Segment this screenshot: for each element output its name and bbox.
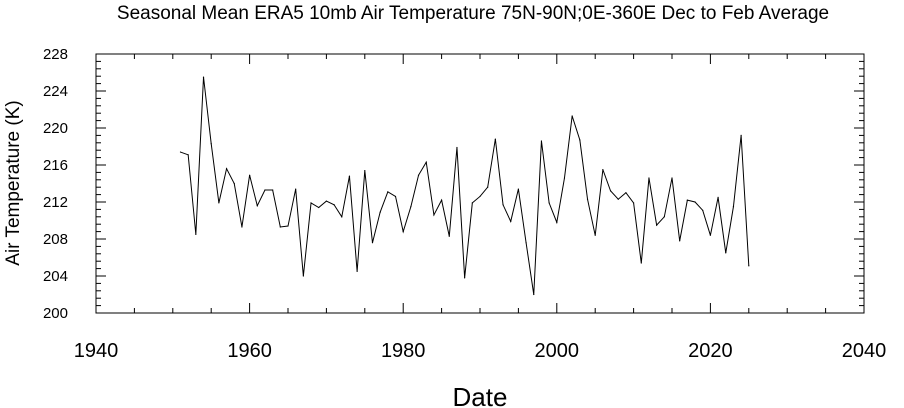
data-point bbox=[563, 177, 566, 179]
data-point bbox=[679, 240, 681, 242]
data-point bbox=[456, 146, 458, 149]
data-point bbox=[410, 206, 412, 208]
data-point bbox=[594, 234, 596, 236]
data-point bbox=[694, 201, 696, 203]
x-tick-label: 1980 bbox=[381, 340, 426, 362]
data-point bbox=[195, 233, 197, 235]
data-point bbox=[579, 139, 581, 141]
data-point bbox=[533, 293, 535, 296]
data-point bbox=[740, 134, 742, 136]
data-point bbox=[717, 196, 719, 198]
data-point bbox=[356, 270, 358, 272]
data-point bbox=[310, 202, 312, 204]
data-point bbox=[517, 188, 520, 190]
data-point bbox=[210, 143, 212, 145]
y-axis-label: Air Temperature (K) bbox=[3, 100, 24, 265]
data-point bbox=[202, 76, 205, 78]
data-point bbox=[502, 204, 504, 206]
data-points bbox=[179, 76, 750, 296]
data-point bbox=[656, 224, 658, 226]
data-point bbox=[348, 175, 351, 177]
x-tick-label: 2020 bbox=[688, 340, 733, 362]
chart-title: Seasonal Mean ERA5 10mb Air Temperature … bbox=[117, 3, 829, 24]
x-tick-label: 2000 bbox=[535, 340, 580, 362]
data-point bbox=[586, 198, 589, 200]
data-point bbox=[625, 192, 627, 194]
data-point bbox=[241, 226, 243, 228]
data-point bbox=[487, 186, 489, 188]
data-point bbox=[602, 169, 604, 171]
data-point bbox=[287, 225, 289, 227]
data-point bbox=[732, 206, 735, 208]
data-point bbox=[548, 202, 550, 204]
data-point bbox=[225, 168, 228, 170]
data-point bbox=[264, 189, 266, 191]
y-tick-label: 200 bbox=[43, 305, 68, 322]
data-point bbox=[233, 182, 235, 185]
data-point bbox=[494, 138, 496, 140]
data-point bbox=[402, 231, 404, 233]
data-point bbox=[648, 177, 650, 179]
x-tick-label: 1940 bbox=[74, 340, 119, 362]
y-tick-label: 224 bbox=[43, 83, 68, 100]
data-point bbox=[394, 195, 397, 198]
data-point bbox=[279, 226, 281, 228]
data-point bbox=[748, 265, 750, 267]
data-point bbox=[256, 205, 258, 207]
data-point bbox=[425, 161, 427, 163]
x-tick-label: 1960 bbox=[227, 340, 272, 362]
y-tick-label: 228 bbox=[43, 46, 68, 63]
data-point bbox=[379, 211, 381, 213]
data-point bbox=[609, 190, 612, 192]
data-point bbox=[702, 209, 704, 211]
data-point bbox=[471, 202, 473, 204]
x-axis-label: Date bbox=[453, 382, 508, 408]
y-tick-label: 204 bbox=[43, 268, 68, 285]
data-point bbox=[709, 234, 712, 236]
x-tick-label: 2040 bbox=[842, 340, 887, 362]
data-point bbox=[371, 242, 374, 244]
data-point bbox=[272, 189, 274, 191]
data-point bbox=[249, 174, 251, 176]
data-point bbox=[179, 151, 182, 153]
y-tick-label: 212 bbox=[43, 194, 68, 211]
data-point bbox=[318, 206, 320, 209]
series-line bbox=[180, 77, 750, 295]
data-point bbox=[556, 221, 558, 223]
data-point bbox=[686, 199, 688, 201]
data-point bbox=[387, 191, 389, 193]
y-tick-label: 216 bbox=[43, 157, 68, 174]
data-point bbox=[617, 198, 619, 200]
data-point bbox=[725, 252, 727, 254]
data-point bbox=[417, 174, 420, 176]
data-point bbox=[479, 195, 481, 198]
tick-labels: 1940 1960 1980 2000 2020 2040 200 204 208 212 216 2… bbox=[43, 46, 886, 362]
data-point bbox=[571, 115, 573, 117]
y-tick-label: 220 bbox=[43, 120, 68, 137]
data-point bbox=[295, 188, 297, 190]
data-point bbox=[302, 275, 304, 277]
data-point bbox=[433, 214, 435, 216]
axis-ticks bbox=[95, 53, 865, 314]
data-point bbox=[364, 169, 366, 172]
data-point bbox=[325, 200, 327, 202]
data-point bbox=[441, 199, 443, 201]
y-tick-label: 208 bbox=[43, 231, 68, 248]
data-point bbox=[448, 235, 450, 237]
data-point bbox=[663, 216, 665, 218]
data-point bbox=[187, 154, 189, 156]
plot-frame bbox=[95, 53, 865, 314]
data-point bbox=[640, 262, 642, 264]
data-point bbox=[464, 277, 466, 279]
data-point bbox=[218, 202, 220, 204]
data-point bbox=[633, 202, 635, 204]
data-point bbox=[510, 220, 512, 223]
data-point bbox=[540, 140, 543, 142]
data-point bbox=[525, 242, 527, 244]
data-point bbox=[671, 177, 673, 179]
data-point bbox=[341, 216, 343, 218]
data-point bbox=[333, 204, 335, 206]
